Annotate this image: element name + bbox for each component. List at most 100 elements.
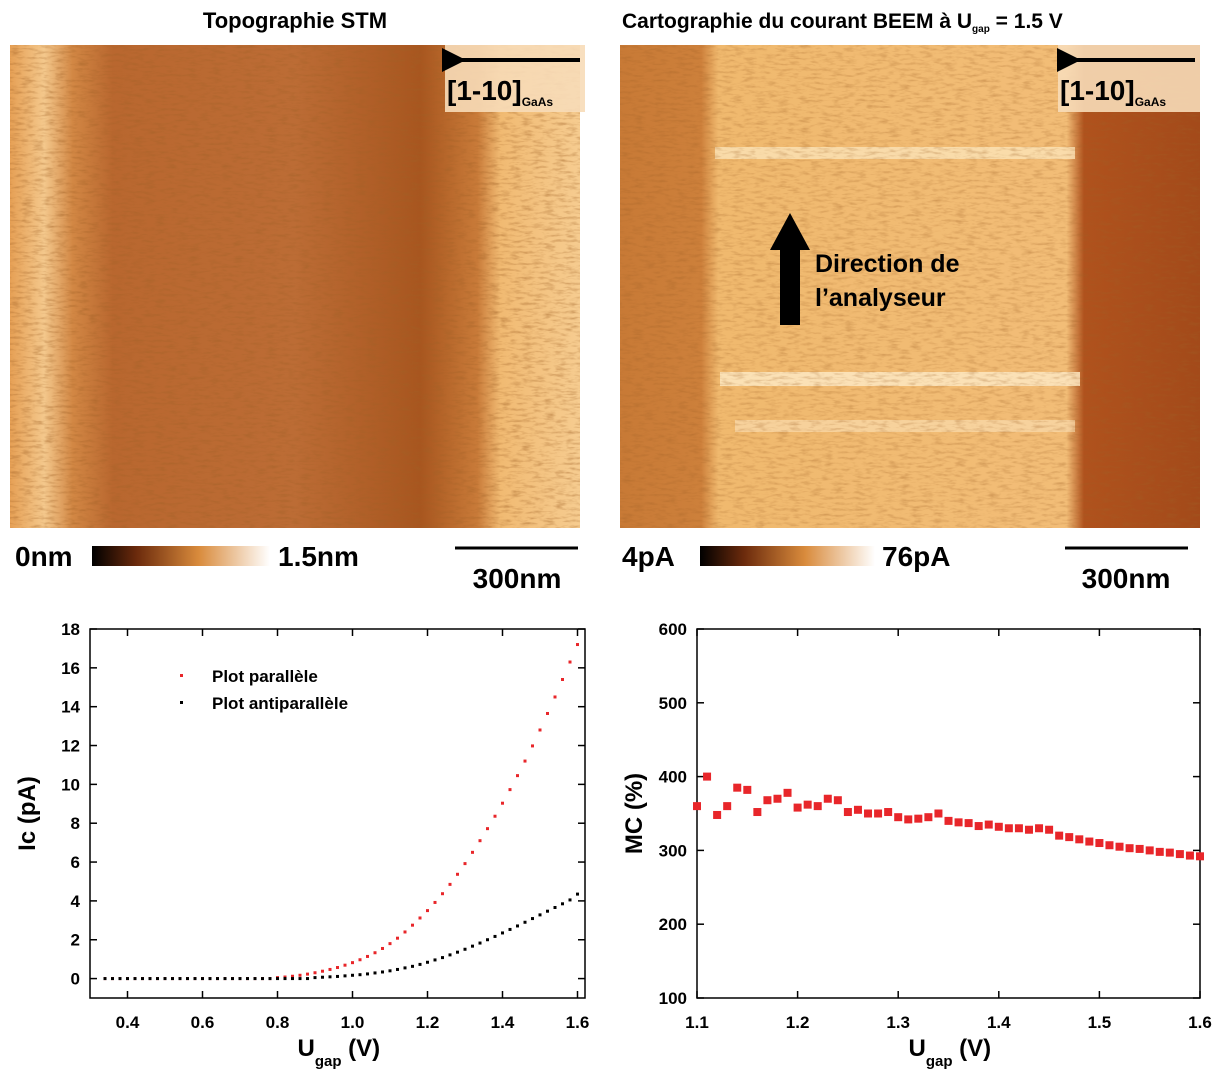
legend-label: Plot antiparallèle: [212, 694, 348, 713]
data-point: [261, 977, 264, 981]
data-point: [994, 822, 1003, 831]
data-point: [783, 788, 792, 797]
data-point: [246, 977, 249, 981]
data-point: [874, 809, 883, 818]
data-point: [156, 977, 159, 981]
data-point: [753, 808, 762, 817]
data-point: [773, 794, 782, 803]
data-point: [486, 827, 489, 831]
data-point: [351, 973, 354, 977]
y-tick-label: 400: [659, 768, 687, 787]
title-text: Cartographie du courant BEEM à U: [622, 10, 972, 33]
colorbar-max: 1.5nm: [278, 541, 359, 572]
x-tick-label: 0.8: [266, 1013, 290, 1032]
data-point: [1196, 852, 1204, 861]
x-axis-label: Ugap (V): [298, 1035, 381, 1070]
data-point: [1175, 850, 1184, 859]
y-axis-label: MC (%): [621, 773, 648, 854]
data-point: [373, 971, 377, 975]
data-point: [1095, 839, 1104, 848]
data-point: [723, 802, 732, 811]
data-point: [693, 802, 701, 811]
data-point: [358, 958, 362, 962]
data-point: [396, 967, 399, 971]
data-point: [426, 960, 429, 964]
legend-marker: [180, 701, 183, 704]
x-axis-label-subscript: gap: [926, 1053, 953, 1070]
data-point: [418, 962, 422, 966]
data-point: [1165, 848, 1174, 857]
data-point: [508, 788, 512, 792]
data-point: [141, 977, 144, 981]
data-point: [411, 964, 414, 968]
plot-frame: [89, 628, 586, 999]
data-point: [426, 909, 429, 913]
data-point: [411, 923, 414, 927]
y-tick-label: 8: [71, 814, 80, 833]
direction-label: Direction de: [815, 250, 960, 278]
data-point: [126, 977, 129, 981]
data-point: [366, 972, 369, 976]
x-tick-label: 1.2: [786, 1013, 810, 1032]
data-point: [576, 643, 579, 647]
y-axis-label: Ic (pA): [14, 776, 41, 851]
data-point: [1045, 825, 1054, 834]
title-subscript: gap: [972, 24, 990, 35]
legend-label: Plot parallèle: [212, 667, 318, 686]
data-point: [561, 677, 564, 681]
data-point: [291, 977, 294, 981]
data-point: [463, 862, 467, 866]
y-tick-label: 600: [659, 620, 687, 639]
data-point: [201, 977, 204, 981]
data-point: [133, 977, 137, 981]
data-point: [111, 977, 114, 981]
x-tick-label: 1.1: [685, 1013, 709, 1032]
data-point: [403, 930, 407, 934]
data-point: [934, 809, 943, 818]
data-point: [208, 977, 212, 981]
colorbar-min: 0nm: [15, 541, 73, 572]
arrow-label-subscript: GaAs: [1135, 95, 1167, 109]
x-axis-label-text: U: [298, 1035, 315, 1062]
image-texture: [10, 45, 580, 528]
panel-title: Topographie STM: [203, 8, 387, 33]
analyser-arrow: [770, 213, 810, 325]
y-tick-label: 500: [659, 694, 687, 713]
data-point: [358, 973, 362, 977]
data-point: [568, 898, 572, 902]
arrow-label-subscript: GaAs: [522, 95, 554, 109]
arrow-label-text: [1-10]: [1060, 75, 1135, 106]
data-point: [793, 803, 802, 812]
plot-frame: [696, 628, 1201, 999]
data-point: [501, 931, 504, 935]
data-point: [238, 977, 242, 981]
data-point: [118, 977, 122, 981]
data-point: [508, 927, 512, 931]
data-point: [396, 936, 399, 940]
data-point: [328, 975, 332, 979]
data-point: [523, 920, 527, 924]
data-point: [1105, 841, 1114, 850]
data-point: [1115, 842, 1124, 851]
data-point: [984, 820, 993, 829]
data-point: [306, 972, 309, 976]
data-point: [291, 974, 294, 978]
data-point: [381, 970, 384, 974]
arrow-label: [1-10]GaAs: [447, 75, 553, 109]
data-point: [546, 909, 549, 913]
arrow-label-text: [1-10]: [447, 75, 522, 106]
data-point: [276, 977, 279, 981]
data-point: [1155, 847, 1164, 856]
data-point: [833, 796, 842, 805]
data-point: [813, 802, 822, 811]
data-point: [843, 808, 852, 817]
data-point: [441, 956, 444, 960]
data-point: [328, 967, 332, 971]
data-point: [1125, 844, 1134, 853]
data-point: [103, 977, 107, 981]
data-point: [914, 814, 923, 823]
data-point: [313, 971, 317, 975]
image-texture: [620, 45, 1200, 528]
data-point: [884, 808, 893, 817]
x-tick-label: 1.6: [1188, 1013, 1212, 1032]
